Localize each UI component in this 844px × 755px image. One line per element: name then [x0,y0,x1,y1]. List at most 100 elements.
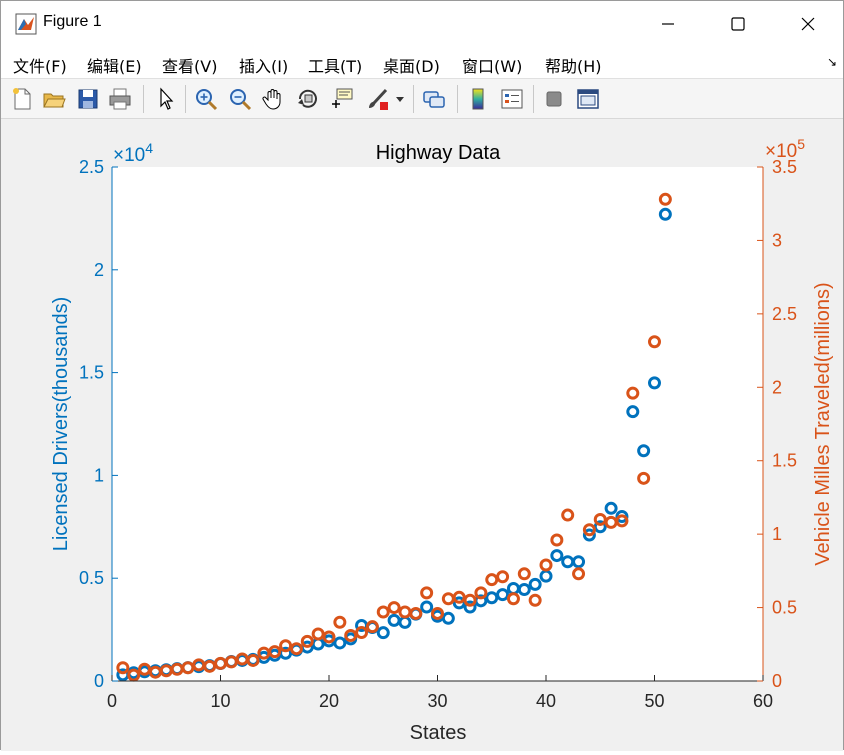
menu-edit[interactable]: 编辑(E) [87,57,142,76]
left-series-point [604,501,618,515]
pan-icon[interactable] [261,86,287,112]
right-series-point [648,335,661,349]
zoom-in-icon[interactable] [193,86,219,112]
right-exponent-label: ×105 [765,136,805,162]
right-series-point [289,642,303,656]
menu-bar: 文件(F) 编辑(E) 查看(V) 插入(I) 工具(T) 桌面(D) 窗口(W… [1,47,843,79]
right-series-point [485,573,499,587]
menu-desktop[interactable]: 桌面(D) [383,57,440,76]
menu-view[interactable]: 查看(V) [162,57,218,76]
right-y-tick-label: 2 [772,377,782,397]
left-exponent-power: 4 [145,140,153,156]
right-series-point [311,627,325,641]
toolbar-separator [185,85,186,113]
left-exponent-label: ×104 [113,140,153,166]
pointer-icon[interactable] [153,86,179,112]
left-series-point [637,444,651,458]
left-series-point [420,600,434,614]
menu-insert[interactable]: 插入(I) [239,57,289,76]
brush-icon[interactable] [365,86,391,112]
chart-title: Highway Data [376,142,501,164]
left-exponent-base: ×10 [113,145,145,166]
left-series-point [333,636,347,650]
hide-plot-tools-icon[interactable] [541,86,567,112]
close-button[interactable] [773,1,843,47]
left-series-point [572,555,586,569]
right-series-point [138,662,152,676]
right-series [116,192,672,682]
right-series-point [355,626,369,640]
right-series-point [268,645,282,659]
link-plot-icon[interactable] [421,86,447,112]
menu-dock-arrow-icon[interactable]: ↘ [826,55,837,69]
title-bar[interactable]: Figure 1 [1,1,843,47]
left-series-point [582,528,596,542]
data-cursor-icon[interactable] [329,86,355,112]
right-series-point [420,586,434,600]
right-series-point [409,606,423,620]
right-y-axis-label: Vehicle Milles Traveled(millions) [812,282,834,565]
open-file-icon[interactable] [41,86,67,112]
axes: 0 10 20 30 40 50 6000.511.522.500.511.522.533.… [79,157,797,711]
right-series-point [224,655,238,669]
left-y-tick-label: 2.5 [79,157,104,177]
left-series-point [496,588,510,602]
right-series-point [387,601,401,615]
left-y-tick-label: 0.5 [79,568,104,588]
right-series-point [615,514,629,528]
minimize-button[interactable] [633,1,703,47]
x-tick-label: 10 [210,691,230,711]
right-series-point [528,593,542,607]
insert-colorbar-icon[interactable] [465,86,491,112]
right-series-point [463,593,477,607]
right-series-point [452,590,466,604]
right-series-point [474,586,488,600]
left-series-point [376,626,390,640]
right-series-point [246,653,260,667]
left-series-point [463,600,477,614]
highway-data-chart[interactable]: 0 10 20 30 40 50 6000.511.522.500.511.522.533.… [1,119,843,751]
right-y-tick-label: 0.5 [772,598,797,618]
left-y-axis-label: Licensed Drivers(thousands) [50,297,72,552]
toolbar-separator [413,85,414,113]
left-series-point [593,520,607,534]
left-series-point [485,591,499,605]
save-icon[interactable] [75,86,101,112]
right-series-point [322,630,336,644]
x-tick-label: 60 [753,691,773,711]
menu-window[interactable]: 窗口(W) [462,57,523,76]
rotate-3d-icon[interactable] [295,86,321,112]
right-series-point [496,570,510,584]
show-plot-tools-icon[interactable] [575,86,601,112]
left-series-point [648,376,661,390]
menu-tools[interactable]: 工具(T) [308,57,363,76]
right-series-point [203,659,217,673]
right-y-tick-label: 3.5 [772,157,797,177]
insert-legend-icon[interactable] [499,86,525,112]
left-y-tick-label: 2 [94,260,104,280]
right-series-point [539,558,553,572]
maximize-icon [731,17,745,31]
right-y-tick-label: 2.5 [772,304,797,324]
right-series-point [344,628,358,642]
right-series-point [561,508,575,522]
new-figure-icon[interactable] [9,86,35,112]
figure-canvas[interactable]: 0 10 20 30 40 50 60 0 0.5 1 1.5 2 2.5 0 0.5 1 1.5 2 2.5 3 3.… [1,119,843,751]
right-series-point [365,620,379,634]
maximize-button[interactable] [703,1,773,47]
left-y-tick-label: 0 [94,671,104,691]
brush-dropdown-icon[interactable] [393,86,407,112]
right-series-point [637,471,651,485]
left-series-point [615,510,629,524]
left-y-tick-label: 1.5 [79,363,104,383]
right-y-tick-label: 0 [772,671,782,691]
print-icon[interactable] [107,86,133,112]
right-series-point [593,512,607,526]
right-series-point [300,634,314,648]
right-series-point [376,605,390,619]
zoom-out-icon[interactable] [227,86,253,112]
menu-help[interactable]: 帮助(H) [545,57,602,76]
menu-file[interactable]: 文件(F) [13,57,67,76]
right-y-tick-label: 1 [772,524,782,544]
